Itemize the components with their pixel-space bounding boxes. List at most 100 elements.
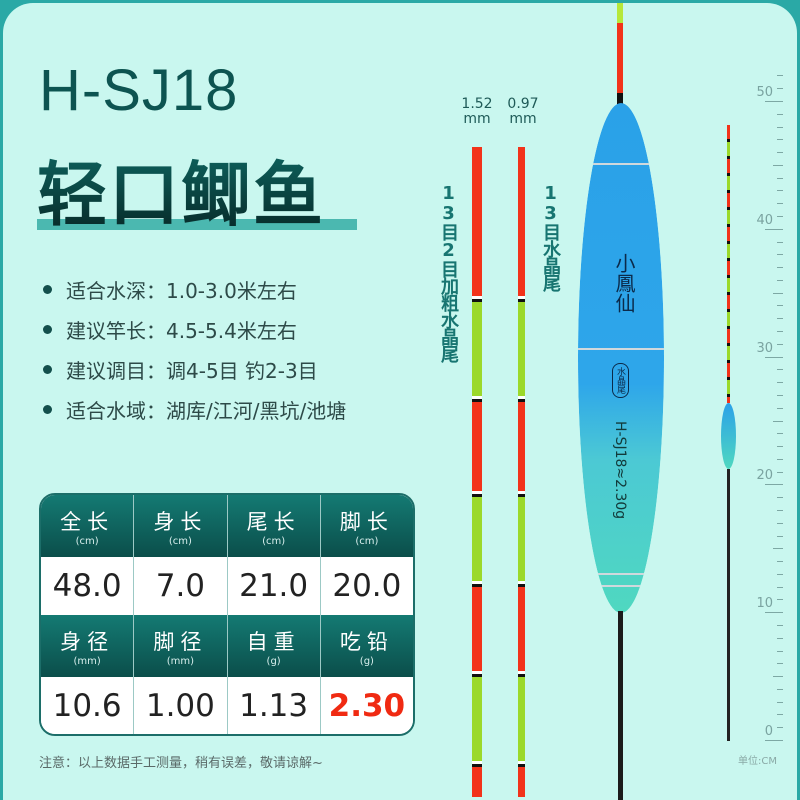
ruler-tick <box>765 356 783 358</box>
ruler-tick <box>777 88 783 90</box>
ruler-label: 30 <box>756 340 773 356</box>
ruler-label: 40 <box>756 212 773 228</box>
col-unit: (g) <box>359 655 374 667</box>
ruler-tick <box>777 305 783 307</box>
badge-text: 水晶尾 <box>612 363 629 398</box>
table-header-row: 全长 (cm) 身长 (cm) 尾长 (cm) 脚长 (cm) <box>41 495 413 557</box>
ruler-tick <box>777 624 783 626</box>
tail-diameter-1: 1.52 mm <box>455 97 499 127</box>
spec-label: 建议竿长： <box>66 319 166 343</box>
ruler-tick <box>777 382 783 384</box>
ruler-tick <box>773 292 783 294</box>
tail-segment <box>518 402 525 497</box>
mini-float-tail <box>727 125 730 403</box>
tail-segment <box>518 767 525 797</box>
ruler-tick <box>777 433 783 435</box>
marking-text: H-SJ18≈2.30g <box>612 421 628 520</box>
tail-segment <box>472 147 482 302</box>
ruler-tick <box>777 331 783 333</box>
spec-label: 建议调目： <box>66 359 166 383</box>
col-unit: (cm) <box>168 535 192 547</box>
ruler-tick <box>777 446 783 448</box>
spec-label: 适合水域： <box>66 399 166 423</box>
tail-segment <box>518 302 525 402</box>
diameter-value: 0.97 <box>507 96 539 112</box>
spec-table: 全长 (cm) 身长 (cm) 尾长 (cm) 脚长 (cm) 48.0 7.0 21.… <box>39 493 415 736</box>
ruler-tick <box>777 637 783 639</box>
col-label: 脚径 <box>153 629 208 654</box>
tail-thin <box>518 147 525 797</box>
col-unit: (mm) <box>73 655 101 667</box>
tail-segment <box>472 767 482 797</box>
ruler-tick <box>777 190 783 192</box>
ruler-tick <box>777 267 783 269</box>
ruler-label: 0 <box>764 724 773 739</box>
ruler-tick <box>777 458 783 460</box>
ruler-tick <box>777 394 783 396</box>
table-header-row: 身径 (mm) 脚径 (mm) 自重 (g) 吃铅 (g) <box>41 615 413 677</box>
col-label: 身径 <box>60 629 115 654</box>
col-unit: (cm) <box>75 535 99 547</box>
ruler-tick <box>765 101 783 102</box>
ruler-tick <box>765 484 783 486</box>
col-label: 吃铅 <box>339 629 394 654</box>
diameter-value: 1.52 <box>461 96 493 112</box>
product-name: 轻口鲫鱼 <box>37 139 325 240</box>
tail-label-1: 13目2目加粗水晶尾 <box>438 183 459 362</box>
col-label: 自重 <box>246 629 301 654</box>
cell-value: 20.0 <box>332 568 402 604</box>
float-body: 小鳳仙 水晶尾 H-SJ18≈2.30g <box>578 103 664 613</box>
ruler-tick <box>777 663 783 665</box>
float-tip-marker <box>617 93 623 105</box>
col-unit: (cm) <box>355 535 379 547</box>
title-underline <box>37 219 357 230</box>
ruler-tick <box>777 343 783 345</box>
ruler: 50 40 30 20 10 0 <box>3 3 793 793</box>
ruler-tick <box>777 727 783 729</box>
spec-value: 湖库/江河/黑坑/池塘 <box>166 399 347 423</box>
bullet-icon <box>43 285 52 294</box>
disclaimer-note: 注意：以上数据手工测量，稍有误差，敬请谅解~ <box>39 756 323 771</box>
ruler-tick <box>777 113 783 115</box>
ruler-tick <box>777 650 783 652</box>
table-row: 10.6 1.00 1.13 2.30 <box>41 677 413 734</box>
ruler-tick <box>777 254 783 256</box>
ruler-tick <box>777 509 783 511</box>
product-card: H-SJ18 轻口鲫鱼 适合水深： 1.0-3.0米左右 建议竿长： 4.5-5.4… <box>3 3 797 800</box>
cell-value: 7.0 <box>155 568 206 604</box>
bullet-icon <box>43 405 52 414</box>
mini-float-body <box>721 403 736 469</box>
col-unit: (mm) <box>166 655 195 667</box>
tail-diameter-2: 0.97 mm <box>501 97 545 127</box>
tail-label-2: 13目水晶尾 <box>540 183 561 291</box>
tail-thick <box>472 147 482 797</box>
ruler-tick <box>777 318 783 320</box>
ruler-tick <box>777 561 783 563</box>
float-tip <box>617 3 623 23</box>
ruler-label: 10 <box>756 596 773 612</box>
col-label: 脚长 <box>339 509 394 534</box>
ruler-tick <box>777 573 783 575</box>
bullet-icon <box>43 365 52 374</box>
spec-label: 适合水深： <box>66 279 166 303</box>
ruler-tick <box>777 714 783 716</box>
brand-text: 小鳳仙 <box>612 253 636 313</box>
tail-segment <box>518 147 525 302</box>
ruler-tick <box>777 152 783 154</box>
tail-segment <box>472 587 482 677</box>
bullet-icon <box>43 325 52 334</box>
spec-waters: 适合水域： 湖库/江河/黑坑/池塘 <box>43 395 346 424</box>
ruler-tick <box>777 586 783 588</box>
mini-float-stem <box>727 469 730 741</box>
col-label: 尾长 <box>246 509 301 534</box>
col-label: 全长 <box>60 509 115 534</box>
ruler-label: 50 <box>756 85 773 100</box>
spec-value: 4.5-5.4米左右 <box>166 319 297 343</box>
diameter-unit: mm <box>463 111 491 127</box>
ruler-tick <box>773 164 783 166</box>
tail-segment <box>518 677 525 767</box>
tail-segment <box>472 302 482 402</box>
ruler-tick <box>777 177 783 179</box>
ruler-tick <box>777 126 783 128</box>
ruler-tick <box>765 228 783 230</box>
